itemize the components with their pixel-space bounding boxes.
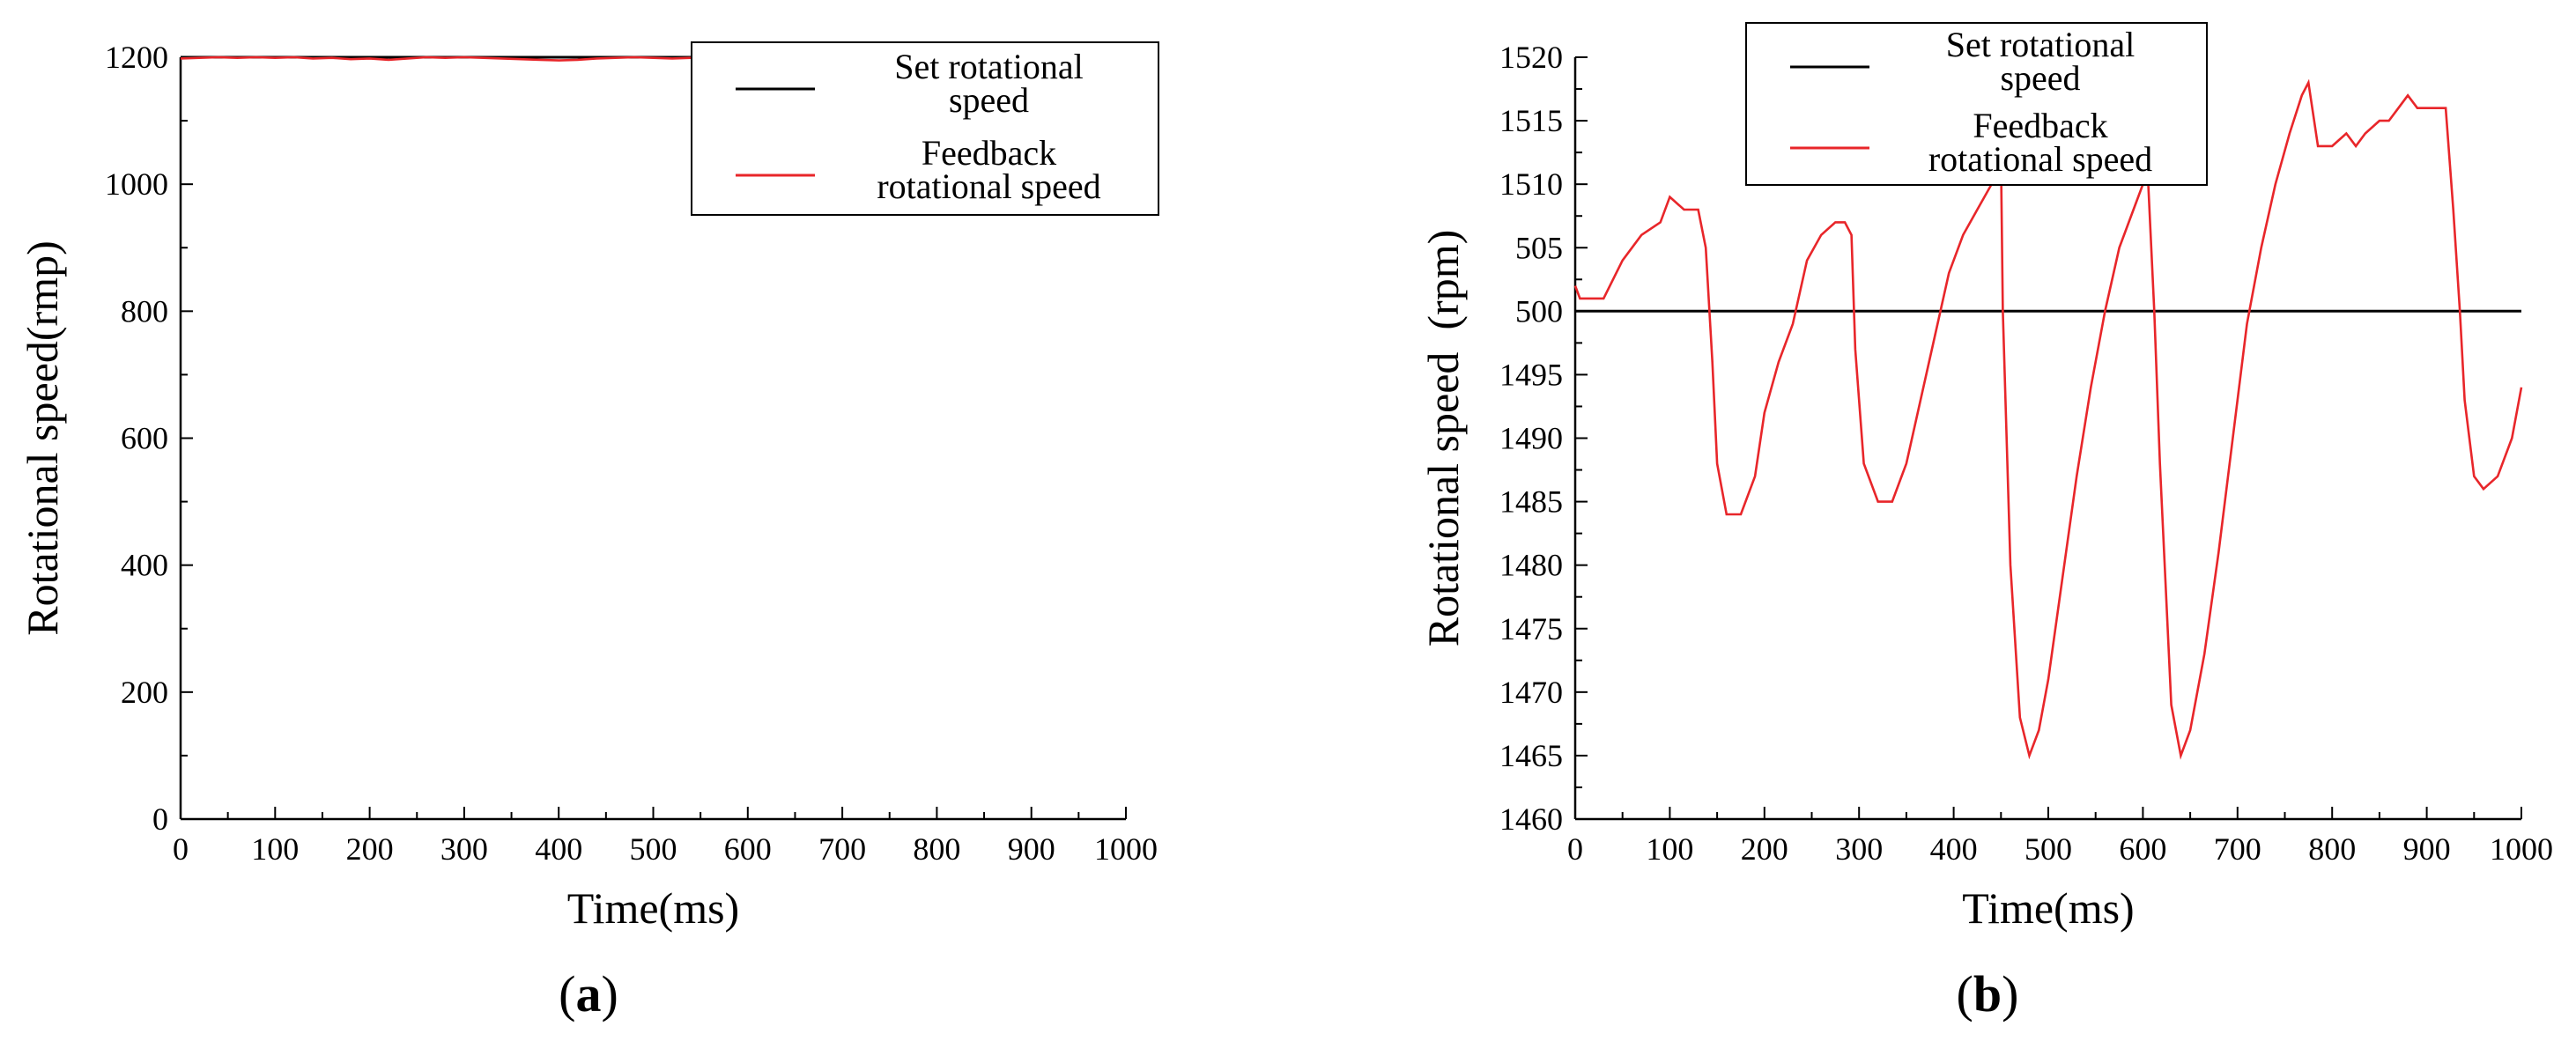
- y-tick-label: 1460: [1499, 801, 1563, 837]
- x-tick-label: 700: [818, 831, 866, 867]
- y-tick-label: 0: [152, 801, 168, 837]
- y-tick-label: 1495: [1499, 357, 1563, 392]
- x-tick-label: 800: [2308, 831, 2356, 867]
- x-tick-label: 300: [440, 831, 488, 867]
- x-tick-label: 100: [1646, 831, 1693, 867]
- y-tick-label: 1000: [105, 166, 168, 202]
- x-tick-label: 900: [1008, 831, 1055, 867]
- panel-label: (a): [559, 965, 618, 1023]
- x-axis-title: Time(ms): [567, 883, 739, 933]
- y-tick-label: 500: [1515, 293, 1563, 329]
- y-tick-label: 600: [121, 421, 168, 456]
- y-tick-label: 800: [121, 293, 168, 329]
- x-axis-title: Time(ms): [1962, 883, 2134, 933]
- x-tick-label: 1000: [2490, 831, 2553, 867]
- y-tick-label: 1465: [1499, 738, 1563, 773]
- legend-box: [691, 41, 1159, 216]
- legend-entry-label: speed: [2000, 58, 2080, 98]
- legend-entry-label: speed: [949, 80, 1029, 120]
- x-tick-label: 400: [1930, 831, 1978, 867]
- x-tick-label: 600: [2119, 831, 2166, 867]
- y-tick-label: 1470: [1499, 675, 1563, 710]
- panel-label: (b): [1957, 965, 2019, 1023]
- x-tick-label: 800: [913, 831, 960, 867]
- panel-b: 0 100 200 300 400 500 600 700 800 900 1000 1460 1465…: [1418, 22, 2553, 1023]
- y-axis-title: Rotational speed (rpm): [1418, 230, 1468, 647]
- y-tick-label: 1515: [1499, 103, 1563, 138]
- legend-entry-label: rotational speed: [877, 166, 1100, 206]
- y-tick-label: 505: [1515, 230, 1563, 265]
- x-tick-label: 400: [535, 831, 582, 867]
- x-tick-label: 0: [173, 831, 189, 867]
- y-tick-label: 1510: [1499, 166, 1563, 202]
- panel-a: 0 100 200 300 400 500 600 700 800 900 1000 0 200 400 6…: [18, 40, 1159, 1023]
- x-tick-label: 300: [1835, 831, 1883, 867]
- legend-entry-label: Set rotational: [894, 47, 1083, 86]
- y-axis-title: Rotational speed(rmp): [18, 240, 67, 636]
- x-tick-label: 500: [2025, 831, 2072, 867]
- feedback-speed-line: [1573, 78, 2523, 760]
- y-tick-label: 1200: [105, 40, 168, 75]
- legend-entry-label: Feedback: [922, 133, 1056, 173]
- x-tick-label: 900: [2403, 831, 2451, 867]
- x-tick-label: 1000: [1094, 831, 1158, 867]
- y-tick-label: 1490: [1499, 421, 1563, 456]
- x-tick-label: 0: [1567, 831, 1583, 867]
- legend-entry-label: Feedback: [1973, 106, 2107, 145]
- x-tick-label: 500: [630, 831, 677, 867]
- legend-box: [1745, 22, 2208, 186]
- y-tick-label: 400: [121, 548, 168, 583]
- legend-entry-label: Set rotational: [1946, 25, 2135, 64]
- x-tick-label: 200: [346, 831, 394, 867]
- legend-entry-label: rotational speed: [1928, 139, 2152, 179]
- y-tick-label: 1475: [1499, 611, 1563, 646]
- y-tick-label: 1520: [1499, 40, 1563, 75]
- x-tick-label: 600: [724, 831, 772, 867]
- x-tick-label: 700: [2214, 831, 2261, 867]
- y-tick-label: 1480: [1499, 548, 1563, 583]
- x-tick-label: 100: [251, 831, 299, 867]
- y-tick-label: 200: [121, 675, 168, 710]
- y-tick-label: 1485: [1499, 484, 1563, 520]
- x-tick-label: 200: [1741, 831, 1788, 867]
